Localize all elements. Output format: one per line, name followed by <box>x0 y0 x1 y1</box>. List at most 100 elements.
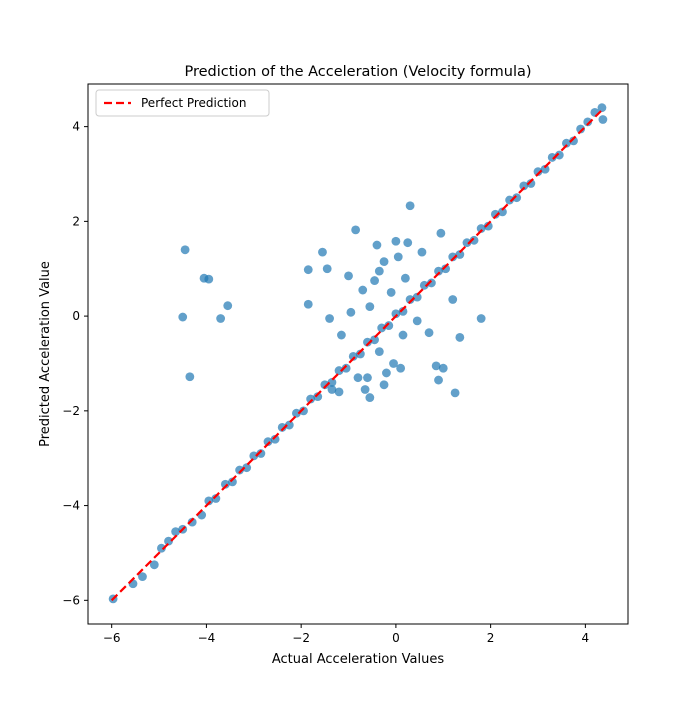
data-point <box>403 238 413 248</box>
data-point <box>562 138 571 148</box>
data-point <box>327 385 337 394</box>
data-point <box>583 117 593 127</box>
data-point <box>178 312 188 322</box>
data-point <box>372 240 382 250</box>
data-point <box>325 314 334 323</box>
data-point <box>379 257 389 267</box>
data-point <box>455 333 465 342</box>
data-point <box>391 236 401 246</box>
data-point <box>360 385 370 394</box>
data-point <box>365 302 375 312</box>
y-tick-label: 2 <box>72 214 80 228</box>
data-point <box>185 372 195 382</box>
data-point <box>313 392 323 402</box>
data-point <box>533 167 543 177</box>
data-point <box>370 335 379 345</box>
data-point <box>138 572 147 582</box>
data-point <box>374 347 384 357</box>
data-point <box>569 136 578 146</box>
data-point <box>204 496 214 506</box>
data-point <box>355 349 365 359</box>
legend-label: Perfect Prediction <box>141 96 246 110</box>
data-point <box>379 380 389 390</box>
data-point <box>505 195 514 205</box>
data-point <box>483 221 493 231</box>
data-point <box>216 314 226 323</box>
data-point <box>187 517 197 527</box>
data-point <box>424 328 434 338</box>
data-point <box>351 225 361 235</box>
data-point <box>405 295 415 304</box>
data-point <box>363 337 372 347</box>
chart-title: Prediction of the Acceleration (Velocity… <box>184 64 531 80</box>
data-point <box>438 363 448 373</box>
data-point <box>353 373 363 383</box>
data-point <box>540 164 550 174</box>
data-point <box>299 406 308 416</box>
data-point <box>455 250 465 259</box>
data-point <box>389 359 398 368</box>
data-point <box>405 201 415 211</box>
data-point <box>400 273 410 283</box>
data-point <box>220 479 230 489</box>
data-point <box>476 314 486 323</box>
data-point <box>303 299 313 309</box>
data-point <box>284 420 294 430</box>
y-tick-label: −6 <box>62 593 80 607</box>
data-point <box>597 103 607 113</box>
plot-frame <box>87 83 629 625</box>
data-point <box>434 266 443 276</box>
data-point <box>334 366 344 375</box>
data-point <box>450 388 460 398</box>
x-tick-label: −2 <box>292 631 310 645</box>
data-point <box>374 266 384 276</box>
data-point <box>306 394 316 404</box>
data-point <box>386 288 396 297</box>
data-point <box>235 465 244 475</box>
x-tick-label: −4 <box>198 631 216 645</box>
data-point <box>519 181 529 191</box>
data-point <box>277 423 287 432</box>
data-point <box>382 368 391 378</box>
data-point <box>249 451 259 461</box>
data-point <box>391 309 401 319</box>
data-point <box>363 373 372 383</box>
data-point <box>365 393 375 402</box>
y-axis-label: Predicted Acceleration Value <box>38 261 53 447</box>
data-point <box>344 271 353 281</box>
data-point <box>384 321 394 330</box>
y-tick-label: −2 <box>62 404 80 418</box>
data-point <box>149 560 159 570</box>
data-point <box>434 375 443 385</box>
data-point <box>490 209 500 219</box>
data-point <box>334 387 344 397</box>
data-point <box>180 245 190 255</box>
y-tick-label: −4 <box>62 499 80 513</box>
data-point <box>412 292 422 302</box>
data-point <box>398 330 408 340</box>
data-point <box>358 285 368 295</box>
data-point <box>242 463 252 473</box>
legend: Perfect Prediction <box>95 89 270 117</box>
data-point <box>228 477 237 487</box>
data-point <box>441 264 451 274</box>
data-point <box>427 278 436 288</box>
data-point <box>576 124 586 134</box>
data-point <box>512 193 522 203</box>
data-point <box>263 437 273 447</box>
x-tick-label: 2 <box>487 631 495 645</box>
data-point <box>398 306 408 316</box>
data-point <box>270 434 280 444</box>
data-point <box>419 280 429 290</box>
data-point <box>322 264 332 274</box>
legend-box <box>95 89 270 117</box>
data-point <box>431 361 441 371</box>
data-point <box>554 150 564 160</box>
data-point <box>436 228 446 238</box>
data-point <box>157 543 166 553</box>
x-axis-label: Actual Acceleration Values <box>272 652 444 667</box>
data-point <box>327 378 337 387</box>
data-point <box>204 274 214 284</box>
